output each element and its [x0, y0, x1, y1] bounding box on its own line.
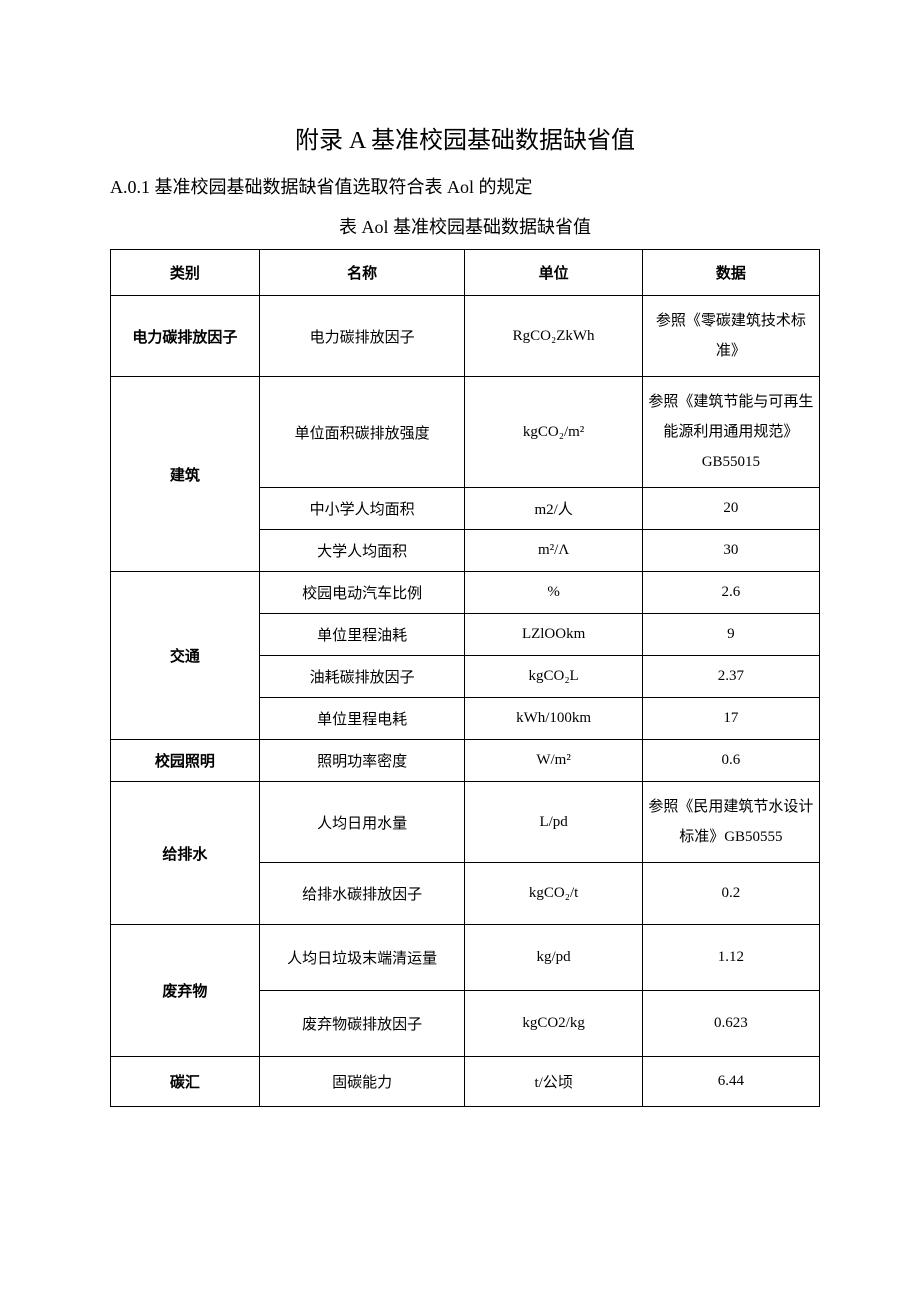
- category-carbon-sink: 碳汇: [111, 1057, 260, 1107]
- category-lighting: 校园照明: [111, 740, 260, 782]
- category-traffic: 交通: [111, 572, 260, 740]
- category-waste: 废弃物: [111, 925, 260, 1057]
- cell-unit: kWh/100km: [465, 698, 642, 740]
- table-row: 电力碳排放因子 电力碳排放因子 RgCO₂ZkWh 参照《零碳建筑技术标准》: [111, 296, 820, 377]
- cell-name: 人均日用水量: [259, 782, 465, 863]
- cell-data: 0.2: [642, 863, 819, 925]
- page-title: 附录 A 基准校园基础数据缺省值: [110, 120, 820, 155]
- table-row: 校园照明 照明功率密度 W/m² 0.6: [111, 740, 820, 782]
- cell-name: 废弃物碳排放因子: [259, 991, 465, 1057]
- cell-data: 9: [642, 614, 819, 656]
- cell-data: 20: [642, 488, 819, 530]
- cell-unit: L/pd: [465, 782, 642, 863]
- cell-name: 单位里程电耗: [259, 698, 465, 740]
- cell-name: 人均日垃圾末端清运量: [259, 925, 465, 991]
- cell-unit: kgCO₂/m²: [465, 377, 642, 488]
- header-name: 名称: [259, 250, 465, 296]
- category-building: 建筑: [111, 377, 260, 572]
- table-row: 交通 校园电动汽车比例 % 2.6: [111, 572, 820, 614]
- cell-name: 给排水碳排放因子: [259, 863, 465, 925]
- cell-unit: kgCO₂L: [465, 656, 642, 698]
- cell-unit: m2/人: [465, 488, 642, 530]
- cell-name: 大学人均面积: [259, 530, 465, 572]
- cell-data: 0.6: [642, 740, 819, 782]
- table-row: 废弃物 人均日垃圾末端清运量 kg/pd 1.12: [111, 925, 820, 991]
- cell-unit: W/m²: [465, 740, 642, 782]
- data-table: 类别 名称 单位 数据 电力碳排放因子 电力碳排放因子 RgCO₂ZkWh 参照…: [110, 249, 820, 1107]
- cell-unit: kgCO₂/t: [465, 863, 642, 925]
- cell-unit: t/公顷: [465, 1057, 642, 1107]
- category-water: 给排水: [111, 782, 260, 925]
- cell-name: 校园电动汽车比例: [259, 572, 465, 614]
- cell-data: 2.37: [642, 656, 819, 698]
- cell-name: 油耗碳排放因子: [259, 656, 465, 698]
- table-row: 碳汇 固碳能力 t/公顷 6.44: [111, 1057, 820, 1107]
- cell-data: 6.44: [642, 1057, 819, 1107]
- cell-name: 电力碳排放因子: [259, 296, 465, 377]
- cell-data: 1.12: [642, 925, 819, 991]
- cell-name: 中小学人均面积: [259, 488, 465, 530]
- cell-name: 照明功率密度: [259, 740, 465, 782]
- table-header-row: 类别 名称 单位 数据: [111, 250, 820, 296]
- cell-unit: m²/Λ: [465, 530, 642, 572]
- cell-name: 固碳能力: [259, 1057, 465, 1107]
- cell-name: 单位面积碳排放强度: [259, 377, 465, 488]
- intro-text: A.0.1 基准校园基础数据缺省值选取符合表 Aol 的规定: [110, 173, 820, 199]
- cell-unit: RgCO₂ZkWh: [465, 296, 642, 377]
- cell-unit: LZlOOkm: [465, 614, 642, 656]
- table-row: 给排水 人均日用水量 L/pd 参照《民用建筑节水设计标准》GB50555: [111, 782, 820, 863]
- cell-name: 单位里程油耗: [259, 614, 465, 656]
- cell-unit: %: [465, 572, 642, 614]
- cell-data: 2.6: [642, 572, 819, 614]
- cell-data: 参照《零碳建筑技术标准》: [642, 296, 819, 377]
- header-data: 数据: [642, 250, 819, 296]
- document-page: 附录 A 基准校园基础数据缺省值 A.0.1 基准校园基础数据缺省值选取符合表 …: [0, 0, 920, 1167]
- header-unit: 单位: [465, 250, 642, 296]
- table-row: 建筑 单位面积碳排放强度 kgCO₂/m² 参照《建筑节能与可再生能源利用通用规…: [111, 377, 820, 488]
- category-power: 电力碳排放因子: [111, 296, 260, 377]
- cell-unit: kg/pd: [465, 925, 642, 991]
- table-caption: 表 Aol 基准校园基础数据缺省值: [110, 213, 820, 239]
- cell-unit: kgCO2/kg: [465, 991, 642, 1057]
- cell-data: 参照《建筑节能与可再生能源利用通用规范》GB55015: [642, 377, 819, 488]
- cell-data: 17: [642, 698, 819, 740]
- header-category: 类别: [111, 250, 260, 296]
- cell-data: 30: [642, 530, 819, 572]
- cell-data: 0.623: [642, 991, 819, 1057]
- cell-data: 参照《民用建筑节水设计标准》GB50555: [642, 782, 819, 863]
